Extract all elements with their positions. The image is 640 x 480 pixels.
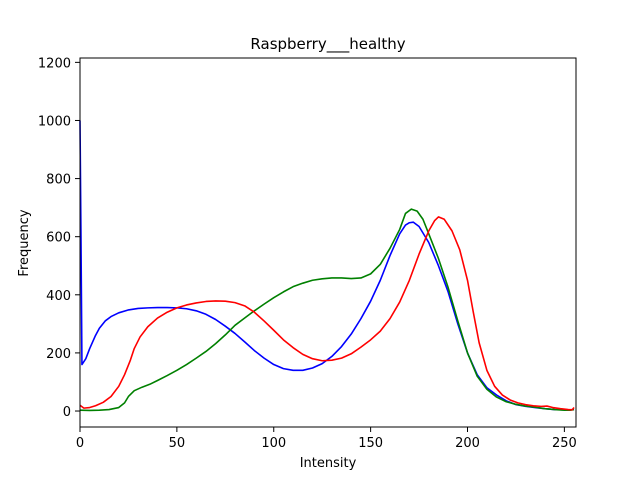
x-axis-label: Intensity	[300, 456, 357, 471]
y-axis-label: Frequency	[17, 209, 32, 276]
blue-channel-line	[79, 120, 575, 411]
x-tick-label: 150	[358, 436, 383, 451]
chart-title: Raspberry___healthy	[250, 35, 405, 54]
plot-lines	[79, 120, 575, 412]
y-tick-label: 1000	[38, 114, 71, 129]
x-tick-label: 0	[76, 436, 84, 451]
x-tick-label: 250	[552, 436, 577, 451]
y-tick-label: 200	[46, 347, 71, 362]
red-channel-line	[79, 216, 575, 411]
y-tick-label: 600	[46, 231, 71, 246]
y-tick-label: 800	[46, 173, 71, 188]
y-tick-label: 0	[63, 405, 71, 420]
x-tick-label: 50	[169, 436, 186, 451]
green-channel-line	[79, 208, 575, 412]
x-tick-label: 200	[455, 436, 480, 451]
y-tick-label: 400	[46, 289, 71, 304]
y-axis-ticks: 0 200 400 600 800 1000 1200	[38, 56, 80, 420]
x-axis-ticks: 0 50 100 150 200 250	[76, 427, 577, 451]
x-tick-label: 100	[261, 436, 286, 451]
plot-frame	[79, 57, 577, 428]
y-tick-label: 1200	[38, 56, 71, 71]
